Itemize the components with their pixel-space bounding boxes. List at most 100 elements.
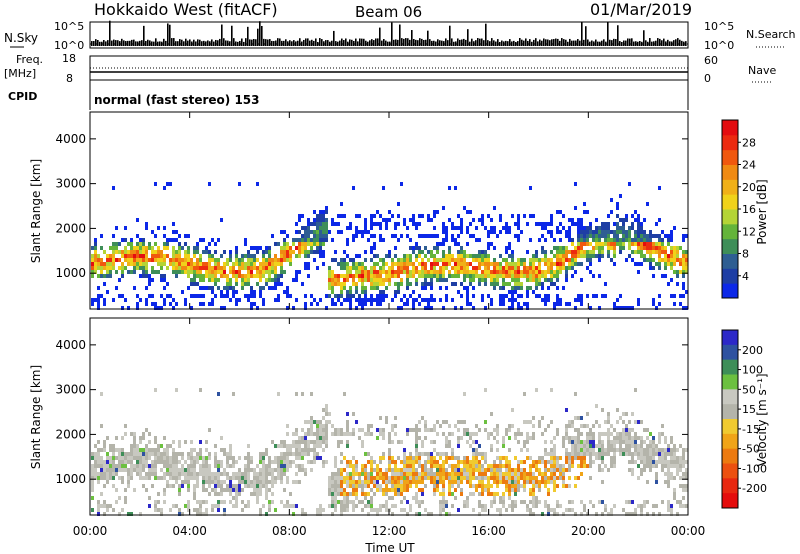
power-cell <box>481 250 484 254</box>
vel-cell <box>496 432 499 436</box>
vel-cell <box>220 484 223 488</box>
power-cell <box>430 218 433 222</box>
nave-tick-top: 60 <box>704 54 718 67</box>
vel-cell <box>319 420 322 424</box>
power-cell <box>394 294 397 298</box>
nsky-bar <box>161 41 163 46</box>
vel-cell <box>238 472 241 476</box>
vel-cell <box>634 448 637 452</box>
vel-cell <box>487 488 490 492</box>
power-cell <box>139 250 142 254</box>
power-cell <box>298 214 301 218</box>
vel-cell <box>370 460 373 464</box>
power-cell <box>673 270 676 274</box>
power-cell <box>442 242 445 246</box>
power-cell <box>361 286 364 290</box>
power-cell <box>448 218 451 222</box>
power-cell <box>322 242 325 246</box>
power-cell <box>136 262 139 266</box>
power-cell <box>112 246 115 250</box>
power-cell <box>637 222 640 226</box>
vel-cell <box>568 468 571 472</box>
vel-cell <box>451 480 454 484</box>
power-cell <box>454 226 457 230</box>
vel-cell <box>184 468 187 472</box>
power-cell <box>310 302 313 306</box>
nsky-bar <box>129 40 131 46</box>
vel-cell <box>304 448 307 452</box>
power-cell <box>127 250 130 254</box>
vel-cell <box>655 464 658 468</box>
vel-cell <box>673 488 676 492</box>
power-cell <box>607 238 610 242</box>
power-cell <box>529 286 532 290</box>
vel-cell <box>364 480 367 484</box>
vel-cell <box>157 476 160 480</box>
power-cell <box>556 302 559 306</box>
power-colorbar-label: Power [dB] <box>755 179 769 244</box>
colorbar-segment <box>722 223 738 240</box>
power-cell <box>544 274 547 278</box>
power-cell <box>514 270 517 274</box>
power-cell <box>487 270 490 274</box>
power-cell <box>313 250 316 254</box>
vel-cell <box>229 480 232 484</box>
vel-cell <box>574 392 577 396</box>
vel-cell <box>412 456 415 460</box>
vel-cell <box>265 492 268 496</box>
vel-cell <box>352 500 355 504</box>
vel-cell <box>505 488 508 492</box>
power-cell <box>247 298 250 302</box>
power-cell <box>154 270 157 274</box>
power-cell <box>613 302 616 306</box>
power-cell <box>673 226 676 230</box>
vel-cell <box>406 432 409 436</box>
power-cell <box>526 274 529 278</box>
power-cell <box>475 258 478 262</box>
vel-cell <box>583 444 586 448</box>
power-cell <box>373 266 376 270</box>
vel-cell <box>565 424 568 428</box>
power-cell <box>607 254 610 258</box>
power-cell <box>280 254 283 258</box>
vel-cell <box>658 436 661 440</box>
power-cell <box>100 246 103 250</box>
power-cell <box>259 270 262 274</box>
power-cell <box>451 282 454 286</box>
power-cell <box>169 238 172 242</box>
power-cell <box>346 290 349 294</box>
power-cell <box>127 254 130 258</box>
vel-cell <box>448 484 451 488</box>
vel-cell <box>496 464 499 468</box>
nsky-bar <box>529 39 531 46</box>
nsky-bar <box>431 40 433 46</box>
vel-cell <box>223 452 226 456</box>
power-cell <box>352 186 355 190</box>
power-cell <box>172 250 175 254</box>
vel-cell <box>205 500 208 504</box>
power-cell <box>193 294 196 298</box>
vel-cell <box>97 460 100 464</box>
power-cell <box>424 306 427 310</box>
vel-cell <box>574 428 577 432</box>
vel-cell <box>322 460 325 464</box>
power-cell <box>676 246 679 250</box>
power-cell <box>682 262 685 266</box>
vel-cell <box>379 432 382 436</box>
power-cell <box>244 294 247 298</box>
vel-cell <box>196 484 199 488</box>
vel-cell <box>682 496 685 500</box>
vel-cell <box>421 476 424 480</box>
power-cell <box>580 234 583 238</box>
vel-cell <box>205 480 208 484</box>
vel-cell <box>103 472 106 476</box>
power-cell <box>613 238 616 242</box>
power-cell <box>361 290 364 294</box>
x-tick-label: 12:00 <box>372 524 407 538</box>
vel-cell <box>619 436 622 440</box>
power-cell <box>517 238 520 242</box>
vel-cell <box>172 484 175 488</box>
nsky-bars <box>90 20 688 46</box>
vel-cell <box>547 480 550 484</box>
nsky-bar <box>251 39 253 46</box>
